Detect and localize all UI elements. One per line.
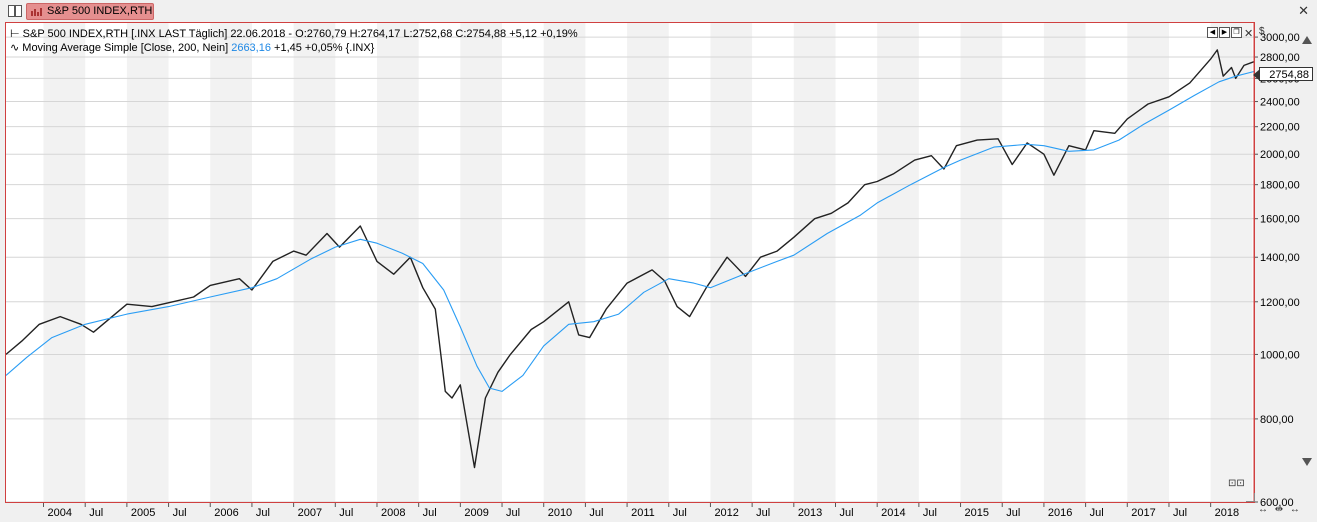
half-year-band	[543, 23, 586, 502]
x-tick-label: Jul	[1090, 507, 1104, 519]
x-tick-label: 2012	[714, 507, 738, 519]
x-tick-label: Jul	[756, 507, 770, 519]
close-legend-icon[interactable]: ✕	[1244, 28, 1254, 40]
x-tick-label: 2014	[881, 507, 905, 519]
x-tick-label: Jul	[839, 507, 853, 519]
x-tick-label: 2009	[464, 507, 488, 519]
half-year-band	[210, 23, 252, 502]
resize-handle-icon[interactable]	[1246, 493, 1255, 502]
x-tick-label: 2015	[965, 507, 989, 519]
x-tick-label: Jul	[673, 507, 687, 519]
price-series-line	[5, 49, 1255, 469]
y-tick-label: 2400,00	[1260, 97, 1300, 109]
half-year-band	[793, 23, 836, 502]
half-year-band	[1043, 23, 1086, 502]
legend-prefix-icon: ⊢	[10, 28, 20, 40]
half-year-band	[460, 23, 503, 502]
x-tick-label: 2017	[1131, 507, 1155, 519]
window-layout-icon[interactable]	[8, 5, 22, 17]
bar-chart-icon	[31, 8, 42, 16]
moving-average-line	[5, 70, 1255, 392]
main-series-legend: ⊢ S&P 500 INDEX,RTH [.INX LAST Täglich] …	[10, 27, 578, 40]
x-tick-label: Jul	[923, 507, 937, 519]
x-tick-label: 2010	[548, 507, 572, 519]
half-year-band	[627, 23, 669, 502]
x-tick-label: 2013	[798, 507, 822, 519]
ma-label: Moving Average Simple [Close, 200, Nein]	[22, 42, 229, 54]
x-tick-label: Jul	[506, 507, 520, 519]
x-tick-label: 2008	[381, 507, 405, 519]
y-tick-label: 600,00	[1260, 497, 1294, 509]
x-tick-label: Jul	[423, 507, 437, 519]
close-icon[interactable]: ✕	[1298, 3, 1309, 18]
last-price-tag: 2754,88	[1253, 67, 1313, 81]
half-year-band	[43, 23, 86, 502]
y-tick-label: 1400,00	[1260, 252, 1300, 264]
ma-line-icon: ∿	[10, 42, 20, 54]
y-tick-label: 1000,00	[1260, 349, 1300, 361]
arrow-left-icon[interactable]: ◀	[1207, 27, 1218, 38]
y-tick-label: 1600,00	[1260, 214, 1300, 226]
arrow-right-icon[interactable]: ▶	[1219, 27, 1230, 38]
x-tick-label: Jul	[339, 507, 353, 519]
y-tick-label: 800,00	[1260, 414, 1294, 426]
half-year-band	[960, 23, 1003, 502]
half-year-band	[293, 23, 336, 502]
moving-average-legend: ∿ Moving Average Simple [Close, 200, Nei…	[10, 41, 374, 54]
window-titlebar: S&P 500 INDEX,RTH ✕	[0, 0, 1317, 22]
x-tick-label: 2005	[131, 507, 155, 519]
x-tick-label: 2016	[1048, 507, 1072, 519]
half-year-band	[1127, 23, 1169, 502]
x-tick-label: Jul	[89, 507, 103, 519]
y-tick-label: 2800,00	[1260, 52, 1300, 64]
y-tick-label: 3000,00	[1260, 32, 1300, 44]
half-year-band	[126, 23, 169, 502]
x-tick-label: Jul	[589, 507, 603, 519]
y-tick-label: 2200,00	[1260, 122, 1300, 134]
chart-tab[interactable]: S&P 500 INDEX,RTH	[26, 3, 154, 20]
zoom-controls[interactable]: ↔ ⇹ ↔	[1258, 504, 1302, 515]
y-tick-label: 1200,00	[1260, 297, 1300, 309]
ma-value: 2663,16	[231, 42, 271, 54]
x-tick-label: Jul	[173, 507, 187, 519]
x-tick-label: Jul	[256, 507, 270, 519]
fit-chart-icon[interactable]: ⊡⊡	[1228, 478, 1245, 489]
chart-tab-label: S&P 500 INDEX,RTH	[47, 5, 153, 17]
currency-label: $	[1259, 26, 1265, 37]
x-tick-label: 2007	[298, 507, 322, 519]
x-tick-label: 2011	[631, 507, 655, 519]
half-year-band	[877, 23, 919, 502]
x-tick-label: 2004	[48, 507, 72, 519]
y-tick-label: 2000,00	[1260, 149, 1300, 161]
legend-tools: ◀ ▶ ❐	[1207, 27, 1242, 38]
vertical-scale-scrollbar[interactable]	[1302, 36, 1312, 466]
x-tick-label: 2018	[1215, 507, 1239, 519]
x-tick-label: Jul	[1173, 507, 1187, 519]
restore-window-icon[interactable]: ❐	[1231, 27, 1242, 38]
y-tick-label: 1800,00	[1260, 180, 1300, 192]
main-series-text: S&P 500 INDEX,RTH [.INX LAST Täglich] 22…	[22, 28, 578, 40]
x-tick-label: Jul	[1006, 507, 1020, 519]
half-year-band	[1210, 23, 1253, 502]
ma-change: +1,45 +0,05% {.INX}	[274, 42, 375, 54]
x-tick-label: 2006	[214, 507, 238, 519]
